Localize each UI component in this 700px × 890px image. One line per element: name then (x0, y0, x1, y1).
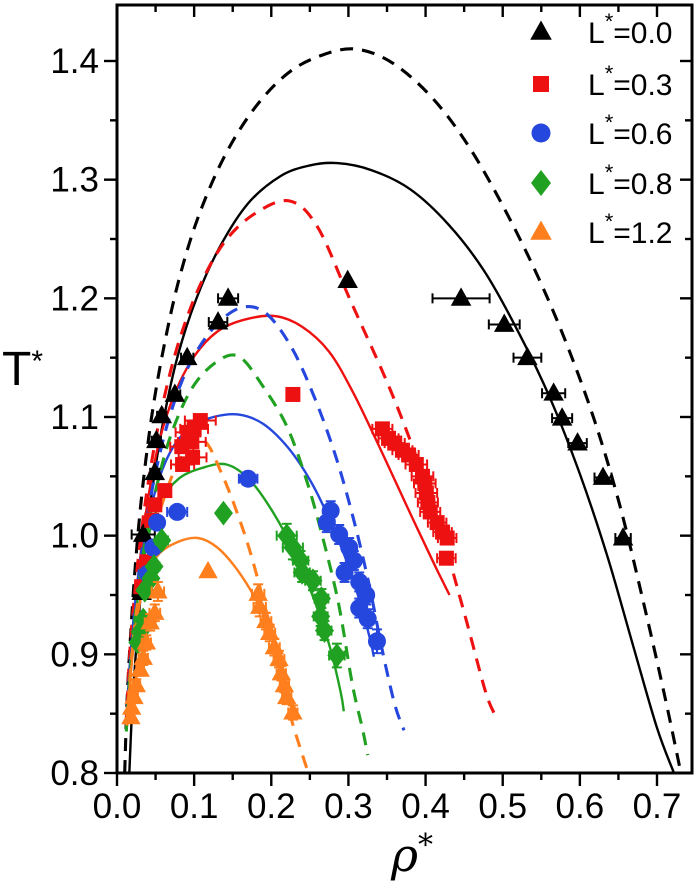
legend-item-0.3: L*=0.3 (533, 61, 672, 102)
dashed-curve-L*=0.6 (125, 304, 406, 731)
legend-item-0.0: L*=0.0 (530, 9, 672, 50)
x-axis-title-text: ρ (391, 828, 419, 882)
legend-item-0.6: L*=0.6 (531, 110, 672, 151)
y-tick-label: 1.2 (50, 279, 99, 318)
x-tick-label: 0.2 (247, 787, 296, 826)
x-tick-label: 0.5 (478, 787, 527, 826)
y-tick-label: 1.0 (50, 517, 99, 556)
y-axis-title: T* (2, 342, 43, 397)
legend-label: L*=0.3 (588, 61, 672, 102)
series-L*=0.0 (130, 269, 634, 601)
solid-curve-L*=0.3 (128, 314, 451, 690)
y-axis-title-sup: * (31, 345, 44, 378)
legend-label: L*=0.6 (588, 110, 672, 151)
x-tick-labels: 0.0 0.1 0.2 0.3 0.4 0.5 0.6 0.7 (93, 787, 682, 826)
x-tick-label: 0.7 (633, 787, 682, 826)
x-tick-label: 0.0 (93, 787, 142, 826)
axis-ticks (104, 5, 692, 786)
x-axis-title-sup: * (418, 828, 434, 863)
y-tick-label: 1.4 (50, 42, 99, 81)
legend-item-1.2: L*=1.2 (530, 209, 672, 250)
legend-item-0.8: L*=0.8 (531, 160, 672, 201)
y-tick-labels: 0.8 0.9 1.0 1.1 1.2 1.3 1.4 (50, 42, 99, 793)
dashed-curve-L*=0.0 (123, 47, 683, 772)
y-tick-label: 1.1 (50, 398, 99, 437)
plot-frame (115, 3, 694, 775)
y-tick-label: 1.3 (50, 161, 99, 200)
coexistence-curves (123, 47, 683, 772)
x-tick-label: 0.4 (401, 787, 450, 826)
x-axis-title: ρ* (391, 828, 433, 882)
series-L*=0.8 (128, 500, 347, 669)
legend-label: L*=0.0 (588, 9, 672, 50)
y-axis-title-text: T (2, 343, 32, 396)
x-tick-label: 0.6 (556, 787, 605, 826)
legend: L*=0.0 L*=0.3 L*=0.6 L*=0.8 L*=1.2 (530, 9, 672, 250)
x-tick-label: 0.1 (170, 787, 219, 826)
solid-curve-L*=0.0 (128, 161, 675, 772)
y-tick-label: 0.9 (50, 635, 99, 674)
x-tick-label: 0.3 (324, 787, 373, 826)
legend-label: L*=1.2 (588, 209, 672, 250)
y-tick-label: 0.8 (50, 754, 99, 793)
series-L*=1.2 (121, 560, 303, 725)
legend-label: L*=0.8 (588, 160, 672, 201)
